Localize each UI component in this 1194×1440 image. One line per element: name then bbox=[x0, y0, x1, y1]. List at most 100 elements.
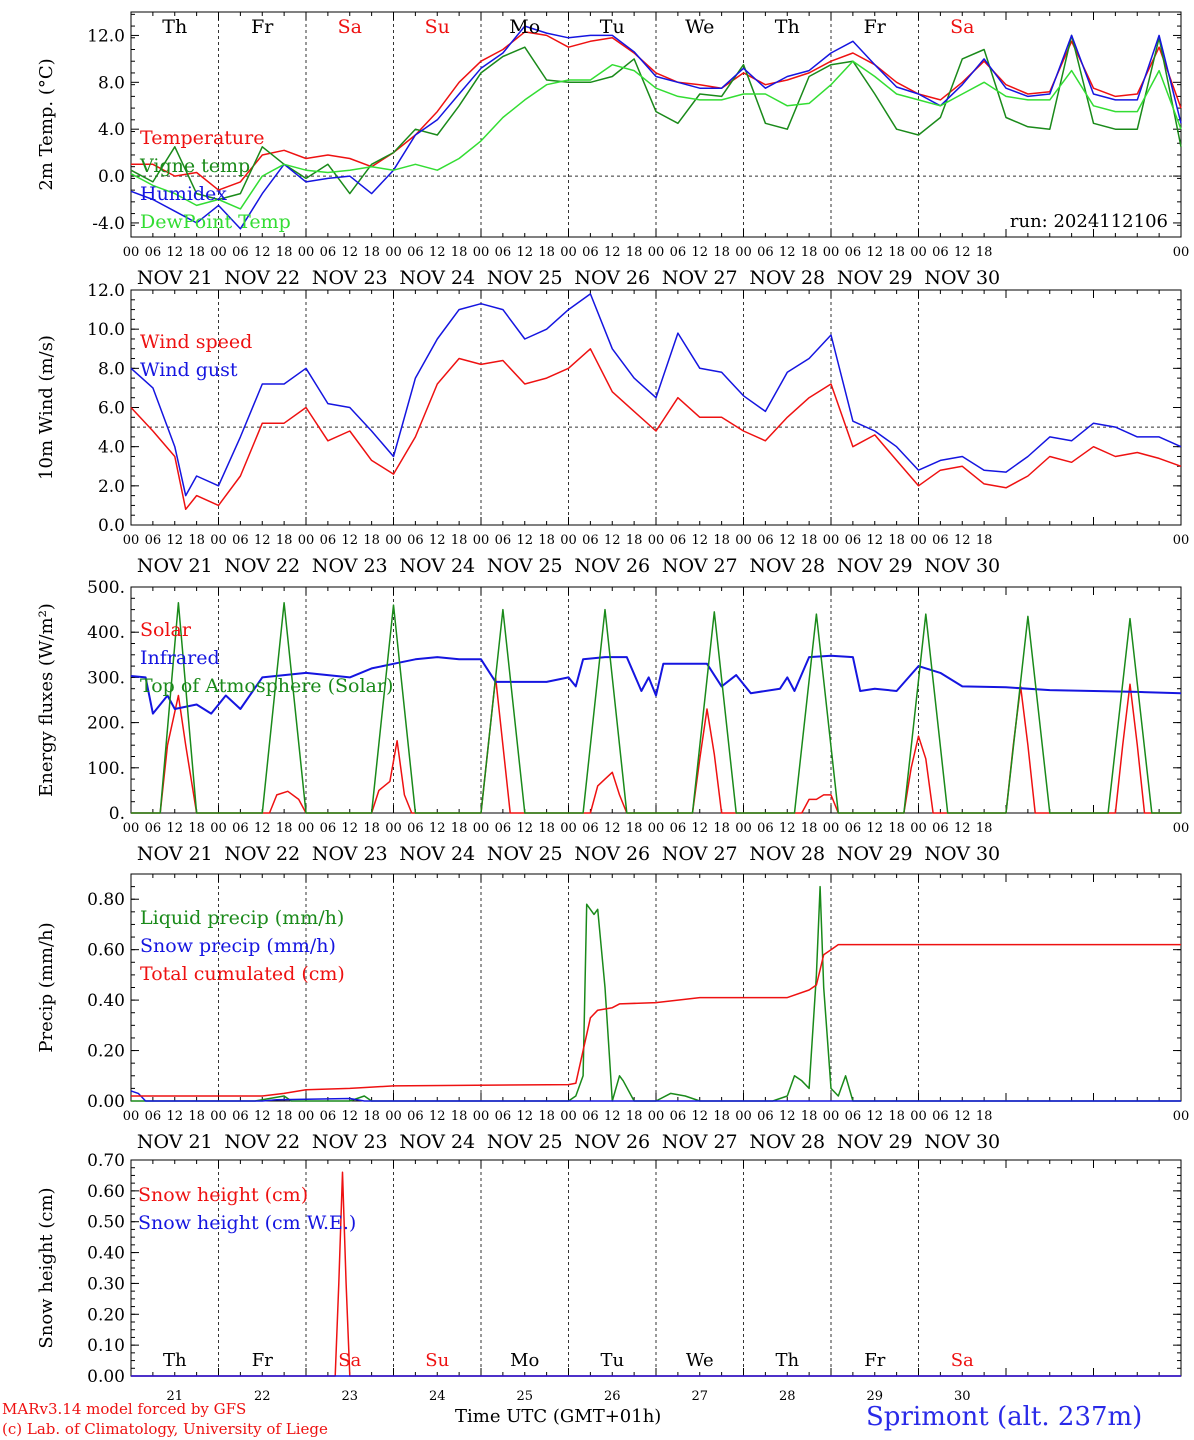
weekday-label: Tu bbox=[600, 16, 625, 38]
hour-tick-label: 18 bbox=[888, 533, 905, 548]
y-tick-label: 100. bbox=[87, 759, 125, 779]
hour-tick-label: 06 bbox=[845, 1109, 862, 1124]
hour-tick-label: 18 bbox=[888, 245, 905, 260]
date-label: NOV 27 bbox=[662, 555, 738, 577]
hour-tick-label: 18 bbox=[363, 245, 380, 260]
hour-tick-label: 06 bbox=[320, 533, 337, 548]
hour-tick-label: 18 bbox=[976, 1109, 993, 1124]
hour-tick-label: 00 bbox=[560, 821, 577, 836]
hour-tick-label: 06 bbox=[582, 821, 599, 836]
hour-tick-label: 06 bbox=[670, 1109, 687, 1124]
day-number-label: 25 bbox=[516, 1389, 533, 1404]
date-label: NOV 23 bbox=[312, 267, 388, 289]
legend-entry: Temperature bbox=[140, 127, 264, 149]
hour-tick-label: 12 bbox=[341, 1109, 358, 1124]
weekday-label: Th bbox=[775, 16, 800, 38]
hour-tick-label: 18 bbox=[976, 245, 993, 260]
hour-tick-label: 12 bbox=[604, 821, 621, 836]
hour-tick-label: 00 bbox=[385, 245, 402, 260]
hour-tick-label: 18 bbox=[801, 821, 818, 836]
legend-entry: DewPoint Temp bbox=[140, 211, 291, 233]
weekday-label: Fr bbox=[864, 1350, 885, 1371]
y-tick-label: 8.0 bbox=[98, 359, 125, 379]
hour-tick-label: 18 bbox=[451, 1109, 468, 1124]
legend-entry: Liquid precip (mm/h) bbox=[140, 907, 344, 929]
hour-tick-label: 00 bbox=[473, 245, 490, 260]
run-label: run: 2024112106 bbox=[1010, 211, 1168, 232]
date-label: NOV 29 bbox=[837, 267, 913, 289]
hour-tick-label: 00 bbox=[210, 821, 227, 836]
hour-tick-label: 00 bbox=[473, 533, 490, 548]
hour-tick-label: 06 bbox=[407, 245, 424, 260]
hour-tick-label: 00 bbox=[560, 1109, 577, 1124]
y-tick-label: 0.20 bbox=[87, 1042, 125, 1062]
hour-tick-label: 06 bbox=[757, 821, 774, 836]
hour-tick-label: 18 bbox=[276, 533, 293, 548]
date-label: NOV 25 bbox=[487, 1131, 563, 1153]
y-tick-label: 0. bbox=[109, 804, 125, 824]
weekday-label: Su bbox=[425, 16, 450, 38]
hour-tick-label: 18 bbox=[276, 821, 293, 836]
hour-tick-label: 12 bbox=[166, 821, 183, 836]
legend-entry: Wind speed bbox=[140, 331, 252, 353]
date-label: NOV 21 bbox=[137, 1131, 213, 1153]
y-tick-label: 0.00 bbox=[87, 1092, 125, 1112]
hour-tick-label: 00 bbox=[210, 533, 227, 548]
date-label: NOV 29 bbox=[837, 843, 913, 865]
hour-tick-label: 06 bbox=[407, 821, 424, 836]
hour-tick-label: 06 bbox=[495, 1109, 512, 1124]
hour-tick-label: 12 bbox=[254, 245, 271, 260]
y-tick-label: 0.80 bbox=[87, 890, 125, 910]
y-tick-label: 4.0 bbox=[98, 120, 125, 140]
hour-tick-label: 00 bbox=[385, 533, 402, 548]
hour-tick-label: 12 bbox=[866, 245, 883, 260]
hour-tick-label: 06 bbox=[670, 821, 687, 836]
legend-entry: Humidex bbox=[140, 183, 227, 205]
hour-tick-label: 12 bbox=[429, 533, 446, 548]
y-tick-label: 10.0 bbox=[87, 320, 125, 340]
day-number-label: 22 bbox=[254, 1389, 271, 1404]
y-tick-label: 2.0 bbox=[98, 477, 125, 497]
y-tick-label: 0.40 bbox=[87, 991, 125, 1011]
hour-tick-label: 18 bbox=[188, 245, 205, 260]
hour-tick-label: 00 bbox=[910, 821, 927, 836]
hour-tick-label: 06 bbox=[407, 1109, 424, 1124]
hour-tick-label: 12 bbox=[604, 1109, 621, 1124]
legend-entry: Snow height (cm W.E.) bbox=[138, 1212, 356, 1234]
hour-tick-label: 06 bbox=[495, 821, 512, 836]
y-tick-label: 400. bbox=[87, 623, 125, 643]
date-label: NOV 28 bbox=[749, 843, 825, 865]
hour-tick-label: 12 bbox=[954, 245, 971, 260]
hour-tick-label: 00 bbox=[385, 821, 402, 836]
hour-tick-label: 12 bbox=[691, 1109, 708, 1124]
hour-tick-label: 00 bbox=[823, 1109, 840, 1124]
hour-tick-label: 12 bbox=[166, 1109, 183, 1124]
hour-tick-label: 12 bbox=[779, 245, 796, 260]
hour-tick-label: 06 bbox=[232, 821, 249, 836]
hour-tick-label: 18 bbox=[538, 245, 555, 260]
date-label: NOV 26 bbox=[574, 1131, 650, 1153]
weekday-label: Tu bbox=[600, 1350, 624, 1371]
hour-tick-label: 00 bbox=[1173, 1109, 1190, 1124]
hour-tick-label: 12 bbox=[779, 1109, 796, 1124]
hour-tick-label: 00 bbox=[823, 245, 840, 260]
hour-tick-label: 18 bbox=[888, 821, 905, 836]
legend-entry: Total cumulated (cm) bbox=[140, 963, 345, 985]
hour-tick-label: 06 bbox=[232, 245, 249, 260]
date-label: NOV 23 bbox=[312, 843, 388, 865]
weekday-label: Fr bbox=[251, 16, 274, 38]
hour-tick-label: 06 bbox=[495, 533, 512, 548]
date-label: NOV 21 bbox=[137, 555, 213, 577]
chart-panel-5 bbox=[130, 1159, 1182, 1377]
date-label: NOV 22 bbox=[224, 843, 300, 865]
hour-tick-label: 12 bbox=[954, 533, 971, 548]
date-label: NOV 26 bbox=[574, 555, 650, 577]
date-label: NOV 26 bbox=[574, 267, 650, 289]
y-tick-label: 0.30 bbox=[87, 1274, 125, 1294]
date-label: NOV 22 bbox=[224, 1131, 300, 1153]
hour-tick-label: 00 bbox=[910, 1109, 927, 1124]
hour-tick-label: 06 bbox=[582, 533, 599, 548]
hour-tick-label: 12 bbox=[341, 533, 358, 548]
series-line-infrared bbox=[130, 654, 1182, 715]
hour-tick-label: 00 bbox=[123, 245, 140, 260]
